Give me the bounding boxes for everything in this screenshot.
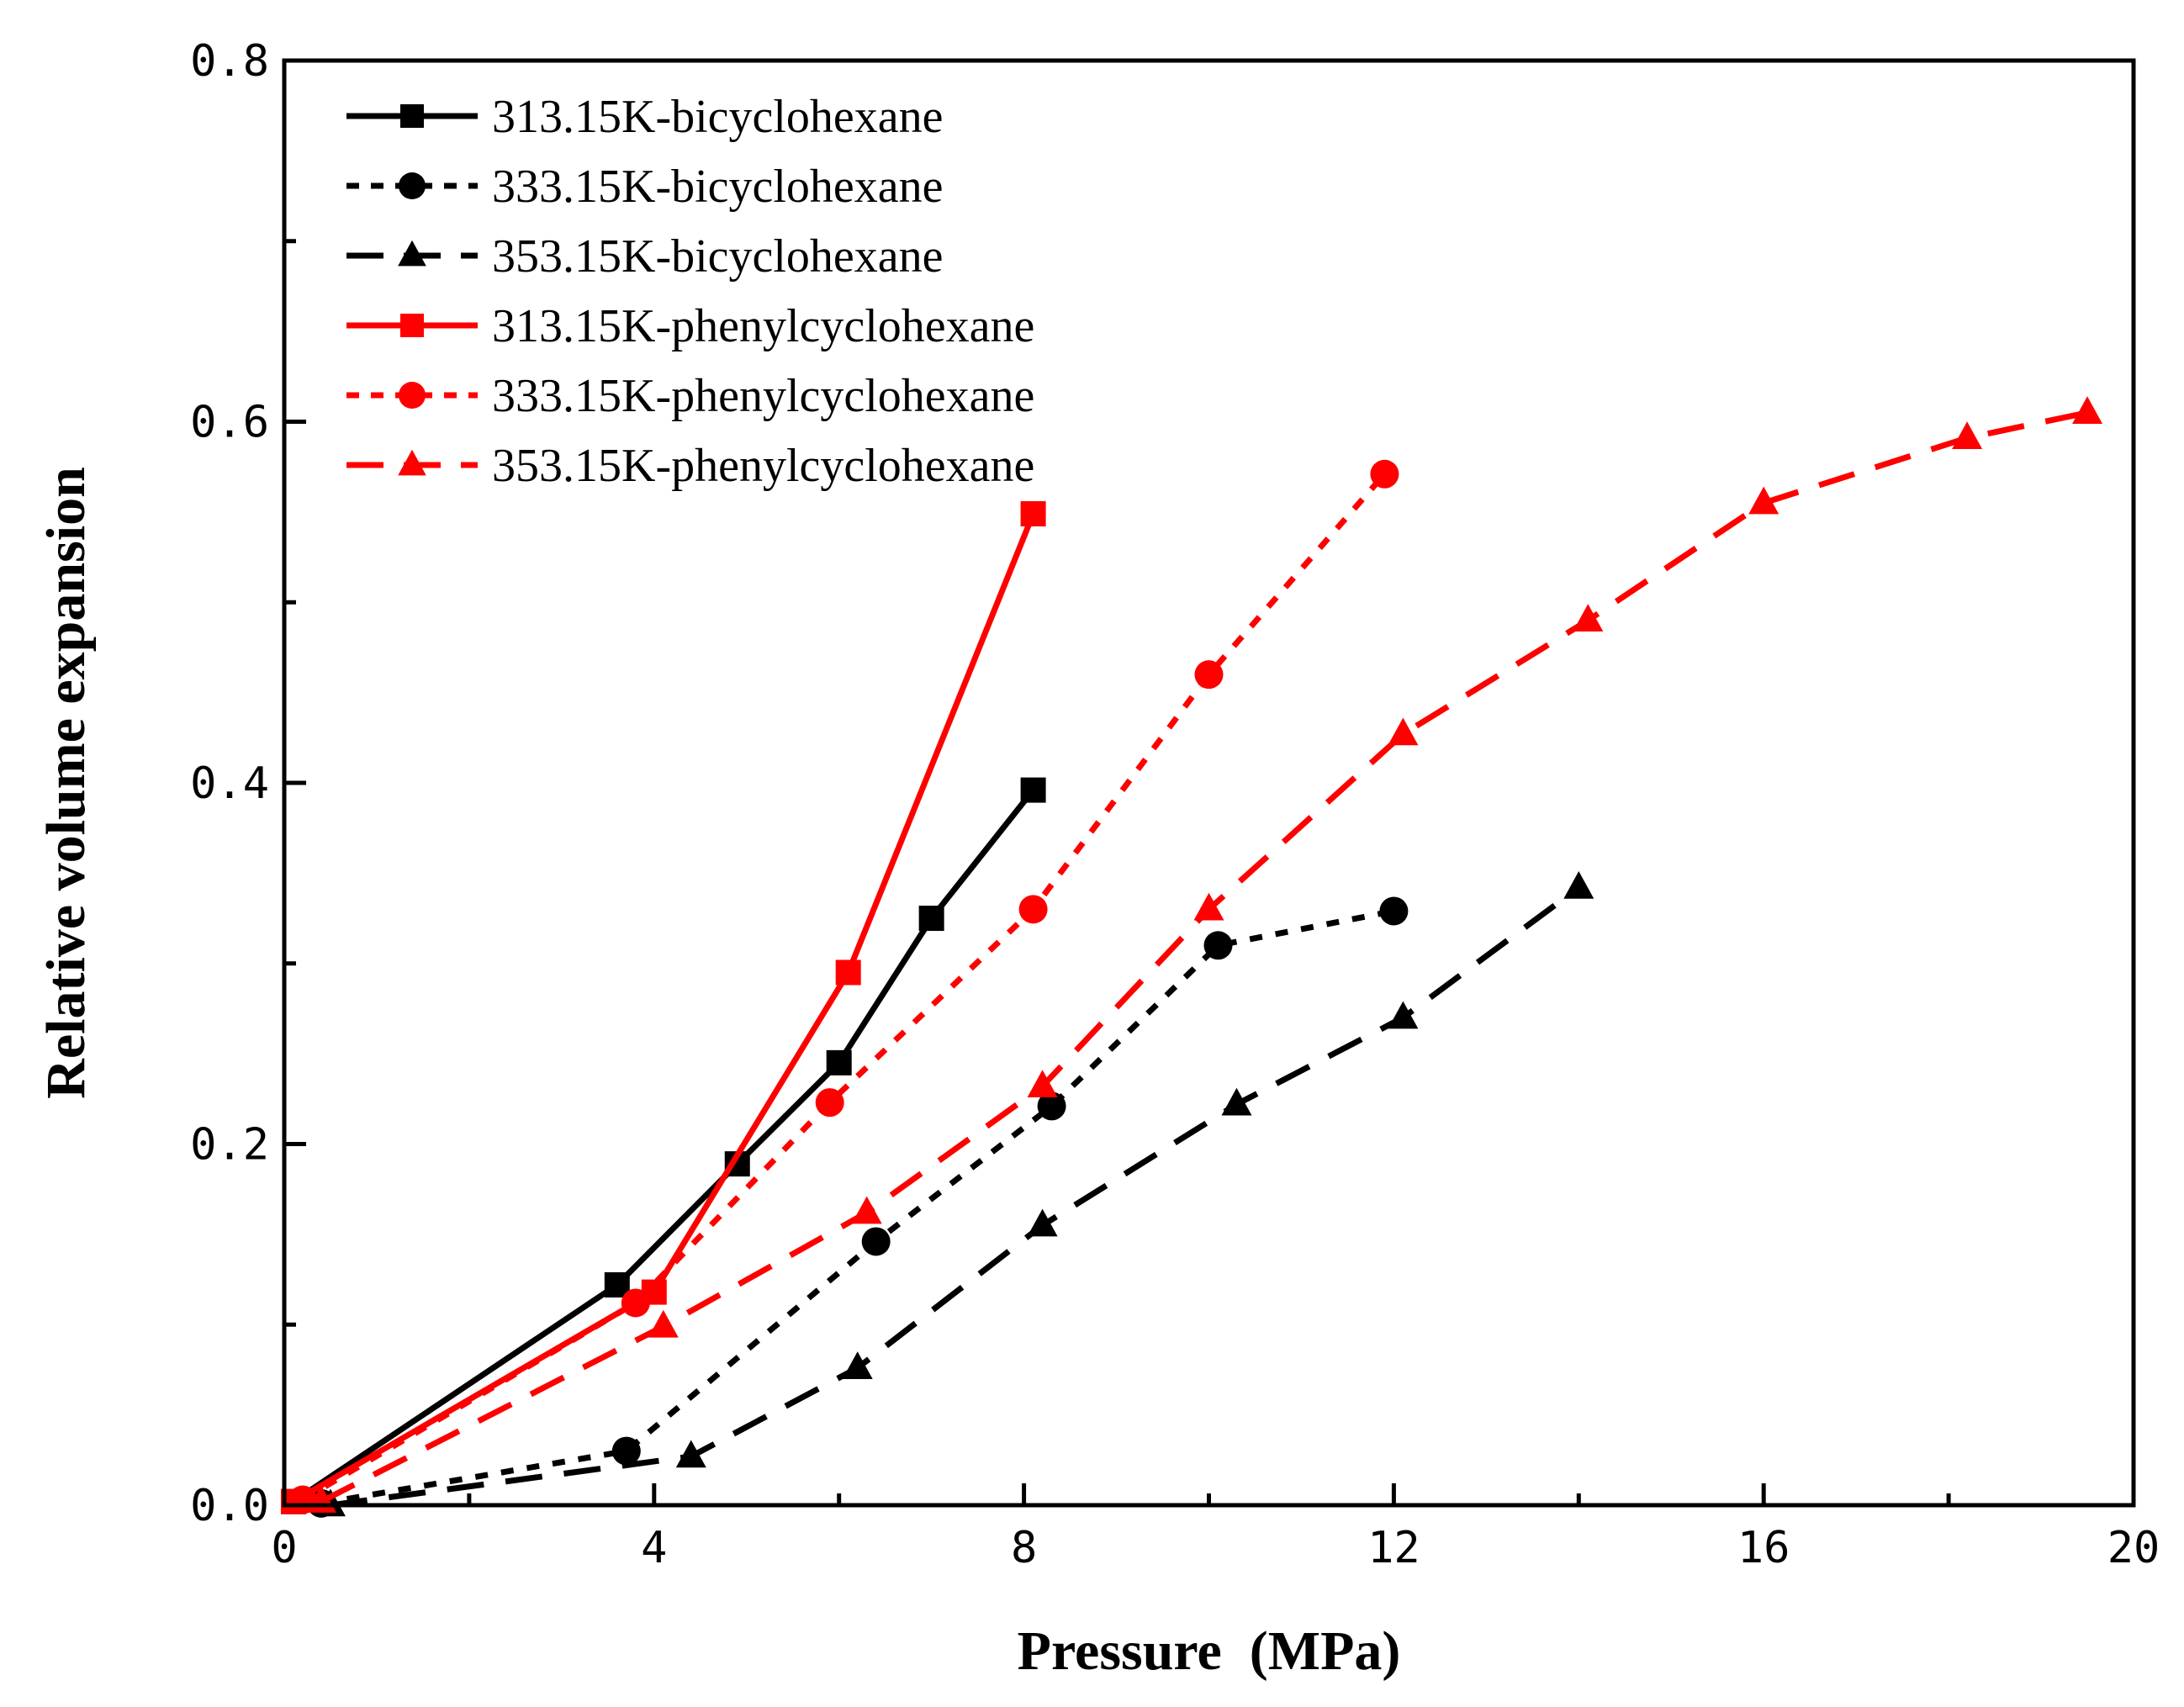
data-point: [1194, 660, 1224, 690]
legend-label: 313.15K-bicyclohexane: [492, 91, 943, 143]
series-line: [292, 788, 1036, 1504]
data-point: [1379, 896, 1409, 926]
legend-entry: 313.15K-bicyclohexane: [346, 91, 943, 143]
series-4: [280, 501, 1046, 1514]
series-1: [280, 777, 1046, 1514]
data-point: [1952, 421, 1983, 450]
data-point: [861, 1227, 891, 1256]
x-tick-label: 0: [271, 1523, 297, 1573]
data-point: [1193, 892, 1224, 921]
legend: 313.15K-bicyclohexane 333.15K-bicyclohexa…: [346, 91, 1034, 492]
data-point: [611, 1436, 641, 1466]
legend-label: 313.15K-phenylcyclohexane: [492, 300, 1034, 352]
data-point: [1573, 604, 1604, 632]
x-axis-title: Pressure (MPa): [1018, 1620, 1401, 1682]
data-point: [1018, 895, 1048, 924]
x-tick-label: 4: [641, 1523, 667, 1573]
legend-label: 333.15K-phenylcyclohexane: [492, 370, 1034, 422]
data-point: [851, 1196, 882, 1224]
data-point: [835, 959, 861, 986]
legend-entry: 353.15K-bicyclohexane: [346, 230, 943, 283]
legend-entry: 313.15K-phenylcyclohexane: [346, 300, 1034, 352]
legend-entry: 333.15K-phenylcyclohexane: [346, 370, 1034, 422]
axes-layer: 0 4 8 12 16 20 0.0 0.2 0.4 0.6 0.8: [190, 36, 2160, 1573]
legend-marker: [399, 382, 426, 409]
y-tick-label: 0.0: [190, 1481, 269, 1531]
x-tick-label: 12: [1367, 1523, 1420, 1573]
series-6: [305, 396, 2103, 1513]
legend-marker: [399, 172, 426, 199]
series-line: [320, 410, 2088, 1504]
legend-label: 353.15K-phenylcyclohexane: [492, 440, 1034, 492]
data-point: [918, 906, 944, 932]
legend-entry: 353.15K-phenylcyclohexane: [346, 440, 1034, 492]
data-point: [1027, 1070, 1058, 1098]
legend-label: 353.15K-bicyclohexane: [492, 230, 943, 283]
data-point: [815, 1088, 844, 1118]
legend-entry: 333.15K-bicyclohexane: [346, 161, 943, 213]
y-tick-label: 0.8: [190, 36, 269, 87]
data-point: [1388, 717, 1419, 746]
data-point: [1370, 459, 1399, 489]
data-point: [842, 1351, 873, 1380]
legend-marker: [398, 240, 426, 267]
data-point: [2072, 396, 2103, 424]
y-axis-title: Relative volume expansion: [35, 467, 97, 1099]
series-5: [288, 459, 1399, 1514]
data-point: [1037, 1091, 1066, 1121]
series-line: [292, 512, 1036, 1504]
y-tick-label: 0.2: [190, 1120, 269, 1171]
data-point: [648, 1309, 679, 1338]
y-tick-label: 0.4: [190, 758, 269, 809]
series-line: [301, 472, 1388, 1503]
x-tick-label: 8: [1011, 1523, 1037, 1573]
data-point: [1027, 1208, 1058, 1237]
data-point: [1563, 871, 1594, 899]
x-tick-label: 16: [1737, 1523, 1790, 1573]
data-point: [675, 1440, 706, 1468]
data-point: [621, 1288, 650, 1318]
data-point: [1020, 777, 1046, 803]
series-layer: [280, 396, 2103, 1518]
legend-marker: [400, 104, 424, 128]
series-2: [306, 896, 1409, 1518]
x-tick-label: 20: [2107, 1523, 2160, 1573]
y-tick-label: 0.6: [190, 398, 269, 448]
data-point: [1020, 501, 1046, 527]
data-point: [1221, 1087, 1252, 1116]
data-point: [1203, 931, 1233, 960]
legend-label: 333.15K-bicyclohexane: [492, 161, 943, 213]
legend-marker: [398, 449, 426, 476]
data-point: [1388, 1001, 1419, 1029]
data-point: [1748, 486, 1779, 515]
series-line: [320, 908, 1395, 1507]
series-3: [315, 871, 1594, 1517]
legend-marker: [400, 314, 424, 337]
data-point: [826, 1049, 852, 1075]
